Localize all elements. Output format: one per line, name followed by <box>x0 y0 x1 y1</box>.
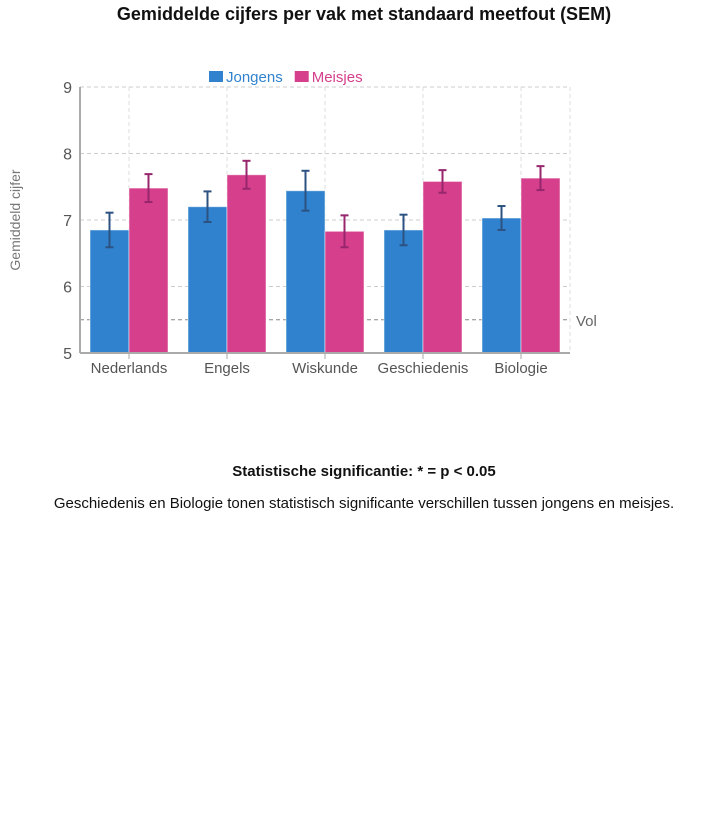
y-tick-label: 7 <box>63 213 72 230</box>
x-tick-label: Biologie <box>494 360 547 377</box>
y-tick-label: 9 <box>63 80 72 97</box>
significance-title: Statistische significantie: * = p < 0.05 <box>232 463 496 480</box>
bar-chart: 5 6 7 8 9 Vol Nederlands Engels Wiskunde Geschied… <box>7 69 597 377</box>
reference-line-label: Vol <box>576 313 597 330</box>
bar-meisjes <box>422 180 463 354</box>
y-tick-label: 5 <box>63 346 72 363</box>
x-tick-label: Wiskunde <box>292 360 358 377</box>
bar-jongens <box>285 190 326 354</box>
bar-jongens <box>481 217 522 354</box>
bar-meisjes <box>520 177 561 354</box>
bar-jongens <box>383 229 424 354</box>
bar-jongens <box>89 229 130 354</box>
x-tick-label: Nederlands <box>91 360 168 377</box>
legend-label: Jongens <box>226 69 283 86</box>
bar-jongens <box>187 206 228 354</box>
y-tick-label: 6 <box>63 280 72 297</box>
y-axis-label: Gemiddeld cijfer <box>7 169 23 270</box>
y-tick-label: 8 <box>63 147 72 164</box>
significance-note: Geschiedenis en Biologie tonen statistis… <box>53 495 675 512</box>
legend-swatch <box>209 71 223 82</box>
bar-meisjes <box>128 187 169 354</box>
x-tick-label: Engels <box>204 360 250 377</box>
bar-meisjes <box>226 174 267 354</box>
chart-title: Gemiddelde cijfers per vak met standaard… <box>116 4 612 24</box>
bar-meisjes <box>324 230 365 354</box>
x-tick-label: Geschiedenis <box>378 360 469 377</box>
legend-label: Meisjes <box>312 69 363 86</box>
legend-swatch <box>294 71 309 82</box>
